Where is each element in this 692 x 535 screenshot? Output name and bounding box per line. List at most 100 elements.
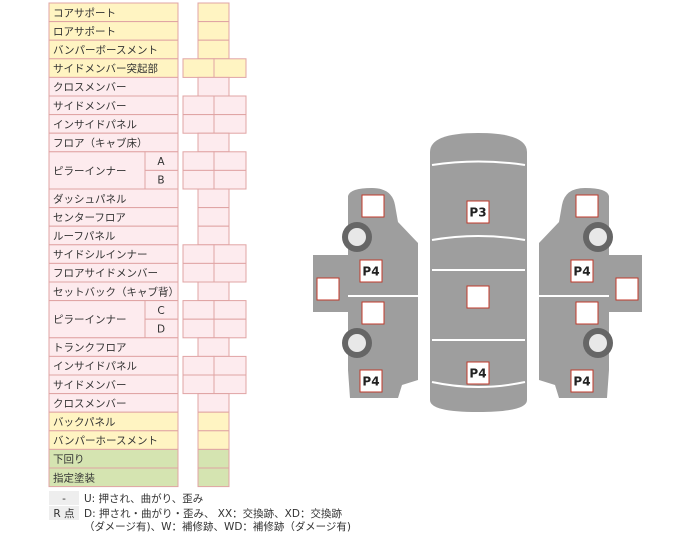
check-cell: [197, 132, 230, 153]
row-label: フロアサイドメンバー: [53, 268, 158, 280]
car-diagram: [313, 133, 642, 412]
check-cell: [213, 318, 247, 339]
panel-lines: [431, 160, 526, 388]
car-body-center: [430, 133, 527, 412]
check-cell: [197, 281, 230, 302]
check-cell: [213, 151, 247, 171]
check-cell: [197, 207, 230, 227]
sub-label: D: [157, 324, 165, 336]
row-label: 指定塗装: [53, 471, 95, 484]
sub-label: C: [157, 305, 164, 317]
row-label: バンパーホースメント: [53, 435, 158, 447]
row-label-cell: [48, 467, 179, 488]
check-box: [570, 259, 594, 283]
check-cell: [197, 188, 230, 209]
check-cell: [197, 337, 230, 357]
check-box: [359, 369, 383, 393]
row-label: サイドメンバー: [53, 100, 127, 112]
check-cell: [182, 95, 215, 116]
row-label: サイドシルインナー: [53, 249, 148, 261]
check-cell: [182, 151, 215, 171]
check-cell: [182, 262, 215, 283]
check-cell: [182, 355, 215, 376]
panel-label: P4: [573, 375, 590, 389]
check-box: [615, 277, 639, 301]
row-label: クロスメンバー: [53, 82, 127, 94]
check-cell: [213, 169, 247, 190]
row-label: ロアサポート: [53, 26, 116, 38]
check-cell: [213, 114, 247, 134]
legend-text: D: 押され・曲がり・歪み、 XX：交換跡、XD：交換跡: [84, 507, 342, 520]
row-label: 下回り: [53, 454, 85, 466]
legend-key-box: [49, 506, 79, 520]
row-label: バンパーボースメント: [53, 45, 158, 57]
row-label: トランクフロア: [53, 342, 127, 354]
row-label-cell: [48, 151, 146, 190]
check-cell: [197, 39, 230, 60]
check-box: [575, 301, 599, 325]
check-box: [466, 200, 490, 224]
row-label: クロスメンバー: [53, 398, 127, 410]
row-label-cell: [48, 300, 146, 339]
row-label: センターフロア: [53, 212, 126, 224]
row-label: コアサポート: [53, 7, 116, 19]
check-cell: [197, 225, 230, 246]
check-cell: [213, 58, 247, 78]
check-cell: [197, 448, 230, 469]
legend-text: （ダメージ有)、W：補修跡、WD：補修跡（ダメージ有): [84, 520, 351, 533]
panel-label: P3: [469, 206, 486, 220]
check-cell: [197, 411, 230, 432]
check-cell: [197, 21, 230, 41]
car-body-left: [313, 188, 418, 398]
check-box: [466, 285, 490, 309]
check-cell: [182, 318, 215, 339]
check-box: [575, 194, 599, 218]
check-cell: [213, 244, 247, 264]
check-cell: [197, 2, 230, 23]
row-label: セットバック（キャブ背）: [53, 285, 179, 298]
panel-label: P4: [362, 375, 379, 389]
panel-label: P4: [573, 265, 590, 279]
legend-key-box: [49, 491, 79, 505]
legend-text: U: 押され、曲がり、歪み: [84, 492, 203, 505]
check-box: [359, 259, 383, 283]
panel-label: P4: [362, 265, 379, 279]
car-body-right: [539, 188, 642, 398]
legend-key: -: [62, 493, 66, 505]
row-label: バックパネル: [53, 417, 115, 429]
sub-label: B: [157, 175, 164, 187]
check-cell: [182, 300, 215, 320]
check-box: [316, 277, 340, 301]
check-cell: [213, 300, 247, 320]
check-cell: [213, 374, 247, 395]
row-label: サイドメンバー: [53, 379, 127, 391]
sub-label: A: [157, 156, 165, 168]
check-cell: [197, 76, 230, 97]
check-box: [466, 361, 490, 385]
check-cell: [182, 244, 215, 264]
wheel-hubs: [348, 228, 607, 352]
check-box: [570, 369, 594, 393]
row-label: サイドメンバー突起部: [53, 62, 158, 75]
row-label: ルーフパネル: [53, 231, 115, 243]
check-cell: [182, 114, 215, 134]
row-label: インサイドパネル: [53, 119, 137, 131]
check-cell: [182, 374, 215, 395]
check-cell: [182, 58, 215, 78]
row-label: ピラーインナー: [53, 314, 127, 326]
check-cell: [197, 430, 230, 450]
legend-key: R 点: [53, 508, 74, 520]
check-box: [361, 301, 385, 325]
panel-label: P4: [469, 367, 486, 381]
check-cell: [182, 169, 215, 190]
check-box: [361, 194, 385, 218]
check-cell: [197, 467, 230, 488]
check-cell: [213, 95, 247, 116]
row-label: ダッシュパネル: [53, 192, 127, 205]
check-cell: [197, 393, 230, 413]
check-cell: [213, 355, 247, 376]
row-label: フロア（キャブ床）: [53, 137, 148, 150]
check-cell: [213, 262, 247, 283]
row-label: ピラーインナー: [53, 165, 127, 177]
